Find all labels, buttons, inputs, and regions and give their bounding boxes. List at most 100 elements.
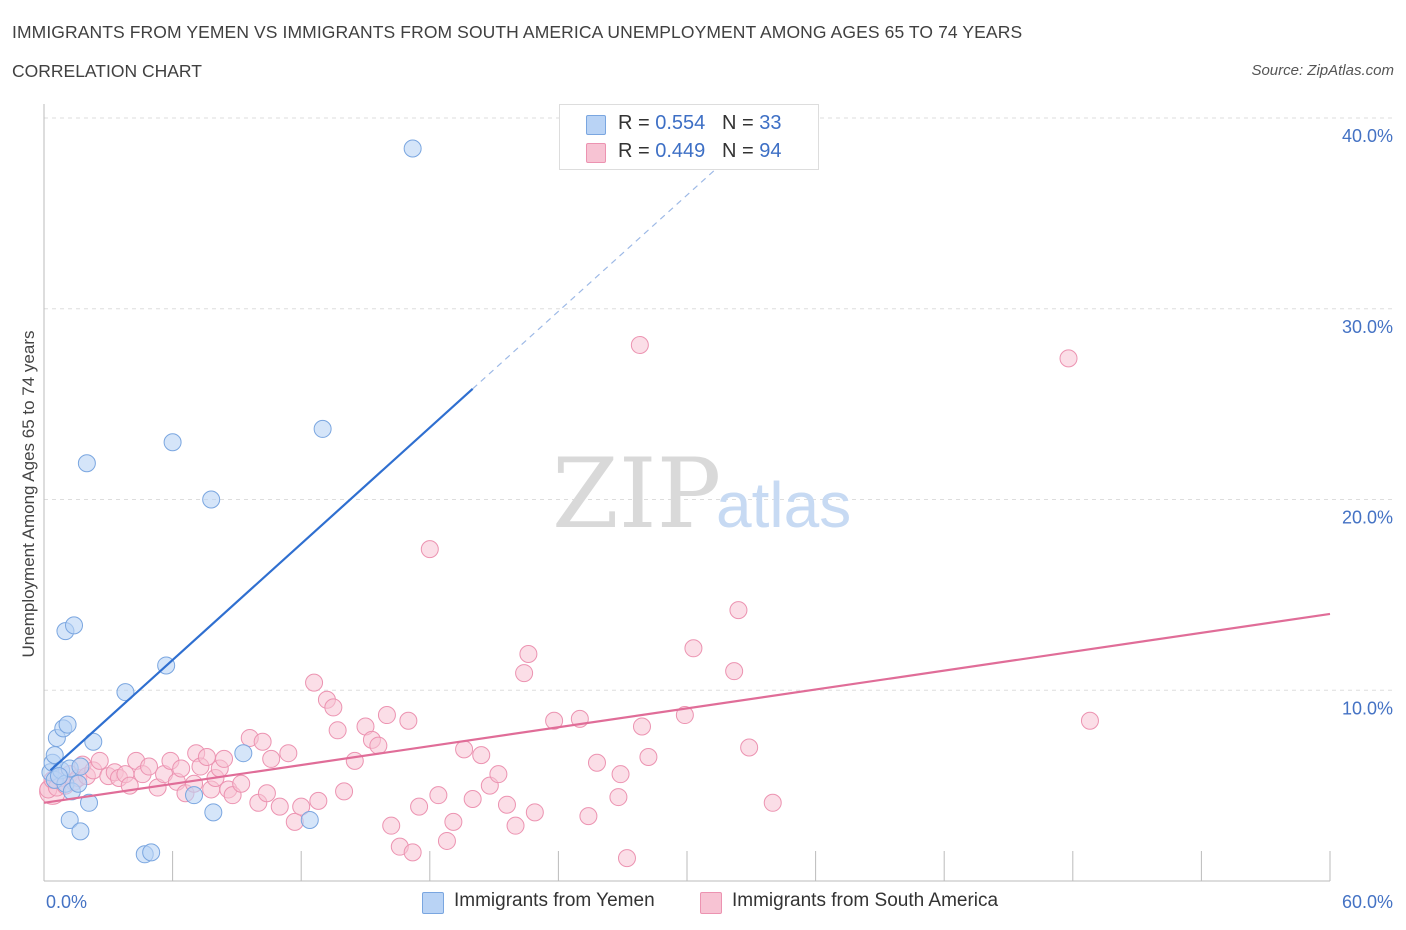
bottom-legend-label-south-america: Immigrants from South America [732,890,999,911]
point-south-america [632,717,651,736]
point-yemen [204,803,223,822]
axes [43,104,1331,882]
point-yemen [163,433,182,452]
watermark: ZIP atlas [552,438,851,550]
point-south-america [579,807,598,826]
trend-line-south-america [43,612,1331,804]
legend-r-south-america: 0.449 [655,140,706,162]
point-south-america [675,706,694,725]
point-south-america [420,540,439,559]
point-south-america [345,751,364,770]
point-south-america [444,812,463,831]
bottom-legend-swatch-yemen [422,892,444,914]
trend-lines [43,144,1331,804]
tick-labels: 10.0% 20.0% 30.0% 40.0% 0.0% 60.0% [46,126,1393,912]
point-south-america [279,744,298,763]
point-south-america [429,786,448,805]
point-yemen [80,793,99,812]
point-south-america [270,797,289,816]
point-south-america [305,673,324,692]
y-tick-label: 20.0% [1342,508,1393,528]
legend-text-yemen: R = 0.554 N = 33 [618,112,782,134]
legend-text-south-america: R = 0.449 N = 94 [618,140,782,162]
point-yemen [300,810,319,829]
point-south-america [253,732,272,751]
point-south-america [587,753,606,772]
legend-swatch-south-america [586,143,606,163]
point-yemen [71,757,90,776]
point-yemen [69,774,88,793]
point-south-america [515,664,534,683]
point-south-america [545,711,564,730]
point-south-america [506,816,525,835]
y-tick-label: 40.0% [1342,126,1393,146]
point-south-america [403,843,422,862]
point-south-america [630,335,649,354]
point-south-america [497,795,516,814]
point-south-america [463,789,482,808]
grid-lines [44,117,1392,691]
point-south-america [382,816,401,835]
series-yemen [41,139,422,864]
point-south-america [639,748,658,767]
correlation-legend: R = 0.554 N = 33 R = 0.449 N = 94 [559,104,819,170]
point-south-america [437,831,456,850]
point-south-america [525,803,544,822]
watermark-atlas: atlas [716,469,851,541]
point-south-america [369,736,388,755]
point-yemen [142,843,161,862]
point-yemen [84,732,103,751]
point-south-america [472,746,491,765]
point-south-america [90,751,109,770]
point-south-america [309,791,328,810]
trend-line-yemen-extension [472,144,744,390]
chart-subtitle: CORRELATION CHART [12,61,202,81]
legend-n-south-america: 94 [759,140,782,162]
point-south-america [292,797,311,816]
point-yemen [403,139,422,158]
point-south-america [262,749,281,768]
y-tick-label: 10.0% [1342,698,1393,718]
watermark-zip: ZIP [552,438,721,550]
point-south-america [285,812,304,831]
bottom-legend-swatch-south-america [700,892,722,914]
trend-line-yemen [49,388,474,772]
legend-r-yemen: 0.554 [655,112,706,134]
point-south-america [729,601,748,620]
point-yemen [58,715,77,734]
legend-swatch-yemen [586,115,606,135]
y-axis-label: Unemployment Among Ages 65 to 74 years [19,331,38,658]
point-south-america [489,765,508,784]
point-yemen [77,454,96,473]
point-south-america [763,793,782,812]
point-south-america [609,788,628,807]
point-yemen [185,786,204,805]
legend-n-yemen: 33 [759,112,782,134]
point-south-america [519,645,538,664]
x-tick-label: 0.0% [46,892,87,912]
point-yemen [60,810,79,829]
point-yemen [50,767,69,786]
point-south-america [324,698,343,717]
point-south-america [257,784,276,803]
point-yemen [313,419,332,438]
point-yemen [71,822,90,841]
point-south-america [328,721,347,740]
point-south-america [455,740,474,759]
source-label: Source: ZipAtlas.com [1251,62,1394,79]
point-yemen [202,490,221,509]
point-south-america [335,782,354,801]
point-south-america [684,639,703,658]
point-south-america [410,797,429,816]
point-south-america [617,849,636,868]
point-south-america [1080,711,1099,730]
point-south-america [140,757,159,776]
chart-title: IMMIGRANTS FROM YEMEN VS IMMIGRANTS FROM… [12,22,1023,42]
point-yemen [234,744,253,763]
x-tick-label: 60.0% [1342,892,1393,912]
point-south-america [611,765,630,784]
point-south-america [215,749,234,768]
point-south-america [399,711,418,730]
point-south-america [232,774,251,793]
